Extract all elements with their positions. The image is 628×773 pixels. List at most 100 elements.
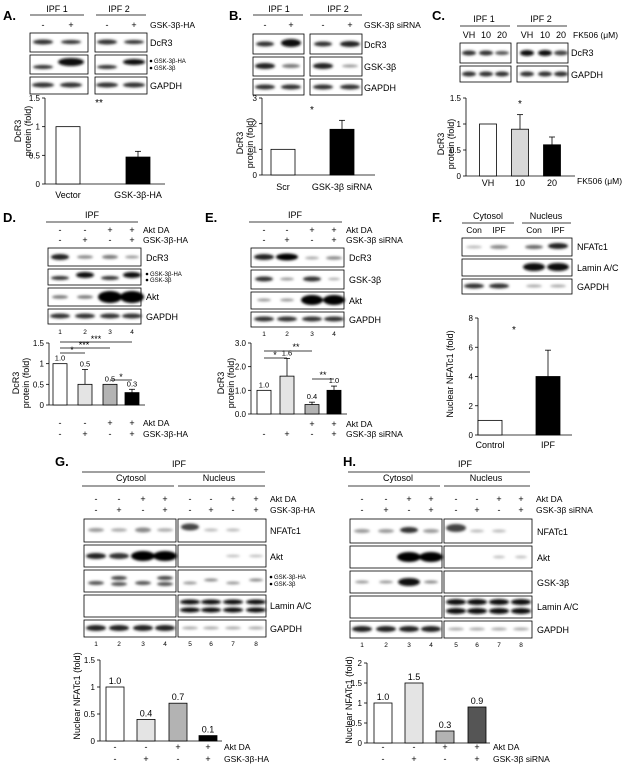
blot-band xyxy=(489,608,509,614)
y-tick-label: 6 xyxy=(469,343,474,352)
blot-band xyxy=(326,256,342,260)
band-label: GAPDH xyxy=(146,312,178,322)
lane-number: 2 xyxy=(83,329,87,336)
y-tick-label: 0.0 xyxy=(235,410,247,419)
lane-number: 4 xyxy=(163,641,167,648)
blot-band xyxy=(131,551,155,561)
sign: - xyxy=(95,505,98,515)
blot-strip xyxy=(177,518,267,543)
sign: - xyxy=(59,225,62,235)
blot-band xyxy=(446,599,466,605)
group-label: Cytosol xyxy=(383,473,413,483)
bar xyxy=(270,148,296,176)
blot-strip xyxy=(177,619,267,638)
blot-strip xyxy=(29,32,89,53)
y-tick-label: 0 xyxy=(253,171,258,180)
sign: - xyxy=(263,225,266,235)
sign: + xyxy=(284,235,289,245)
blot-strip xyxy=(252,56,305,77)
blot-band xyxy=(76,272,94,278)
blot-band xyxy=(248,626,264,630)
blot-band xyxy=(60,82,82,88)
sign: + xyxy=(518,494,523,504)
blot-band xyxy=(324,316,344,322)
sign: + xyxy=(474,754,479,764)
data-label: 1.0 xyxy=(109,676,122,686)
bar xyxy=(479,123,497,177)
blot-band xyxy=(398,578,420,586)
blot-band xyxy=(226,554,240,558)
sign: - xyxy=(106,20,109,30)
blot-band xyxy=(51,254,69,260)
blot-band xyxy=(86,553,106,559)
band-label: Lamin A/C xyxy=(537,602,579,612)
blot-band xyxy=(489,599,509,605)
blot-band xyxy=(467,608,487,614)
blot-band xyxy=(305,256,319,260)
y-tick-label: 0.5 xyxy=(84,710,96,719)
y-axis-label: DcR3 xyxy=(235,132,245,155)
sign: + xyxy=(205,742,210,752)
blot-band xyxy=(125,255,139,259)
blot-band xyxy=(226,528,240,532)
band-label: GSK-3β xyxy=(537,578,569,588)
panel-letter: F. xyxy=(432,210,442,225)
band-label: GSK-3β-HA xyxy=(150,272,182,278)
sign: + xyxy=(474,505,479,515)
sign: - xyxy=(84,418,87,428)
row-label: Akt DA xyxy=(224,742,251,752)
blot-strip xyxy=(461,278,573,295)
y-axis-label: Nuclear NFATc1 (fold) xyxy=(72,652,82,739)
category-label: Vector xyxy=(55,190,81,200)
band-label: DcR3 xyxy=(349,253,372,263)
significance-mark: *** xyxy=(79,340,90,350)
blot-band xyxy=(340,84,360,90)
bar xyxy=(105,686,125,742)
blot-band xyxy=(254,254,274,260)
bar xyxy=(477,419,503,436)
blot-band xyxy=(75,313,95,319)
chart-c: 0 0.5 1 1.5 VH 10 20 xyxy=(450,94,575,188)
y-axis-label: protein (fold) xyxy=(23,106,33,157)
blot-strip xyxy=(94,32,148,53)
blot-band xyxy=(223,599,243,605)
blot-band xyxy=(155,625,175,631)
lane-number: 5 xyxy=(188,641,192,648)
blot-band xyxy=(355,580,369,584)
blot-band xyxy=(495,71,509,77)
group-label: IPF 2 xyxy=(108,4,130,14)
sign: + xyxy=(129,225,134,235)
sign: + xyxy=(162,505,167,515)
blot-band xyxy=(124,40,144,44)
data-label: 1.0 xyxy=(259,380,269,389)
band-label: GAPDH xyxy=(150,81,182,91)
blot-band xyxy=(495,51,509,55)
blot-band xyxy=(52,295,68,299)
chart-f: 0 2 4 6 8 Control IPF xyxy=(469,314,572,450)
row-label: Akt DA xyxy=(346,225,373,235)
sign: + xyxy=(347,20,352,30)
band-label: GAPDH xyxy=(537,625,569,635)
blot-band xyxy=(282,64,300,68)
dose-label: 20 xyxy=(556,30,566,40)
significance-mark: * xyxy=(70,345,74,355)
lane-number: 1 xyxy=(58,329,62,336)
sign: + xyxy=(68,20,73,30)
blot-band xyxy=(255,276,273,282)
dose-label: 10 xyxy=(481,30,491,40)
blot-band xyxy=(548,243,568,249)
sign: + xyxy=(162,494,167,504)
blot-strip xyxy=(252,78,305,96)
lane-label: Con xyxy=(466,225,482,235)
bar xyxy=(77,383,93,406)
data-label: 1.0 xyxy=(377,692,390,702)
lane-number: 1 xyxy=(360,642,364,649)
bar xyxy=(373,702,393,744)
data-label: 0.5 xyxy=(80,359,90,368)
y-tick-label: 1 xyxy=(457,120,462,129)
sign: + xyxy=(253,505,258,515)
y-tick-label: 0.5 xyxy=(351,719,363,728)
blot-band xyxy=(379,580,393,584)
panel-letter: E. xyxy=(205,210,217,225)
y-tick-label: 2 xyxy=(469,402,474,411)
